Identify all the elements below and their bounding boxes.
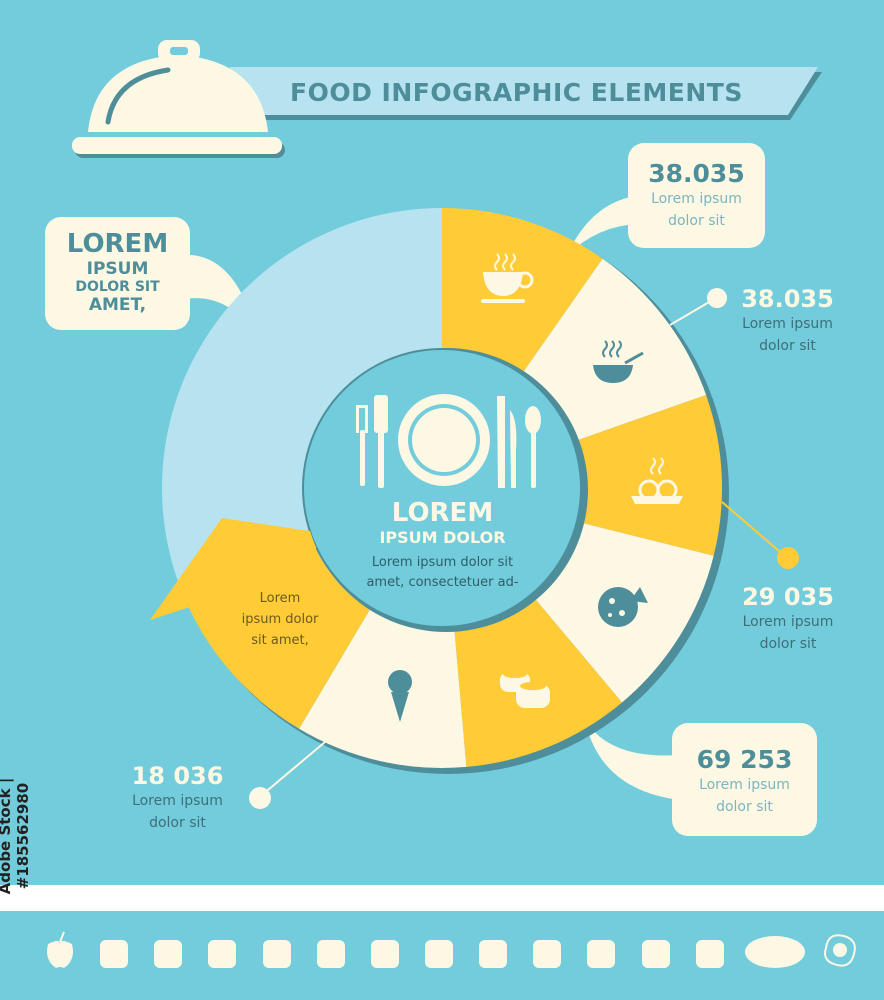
- divider-band: [0, 885, 884, 911]
- arrow-text-3: sit amet,: [251, 633, 309, 648]
- stat-3-dot: [777, 547, 799, 569]
- left-bubble-line3: DOLOR SIT: [75, 279, 160, 295]
- stat-4-value: 69 253: [696, 745, 793, 774]
- stat-4-bubble: 69 253 Lorem ipsum dolor sit: [672, 723, 817, 836]
- stat-5-line1: Lorem ipsum: [132, 793, 223, 809]
- left-bubble-line4: AMET,: [88, 295, 147, 315]
- stat-1-line2: dolor sit: [668, 213, 725, 229]
- stat-5-dot: [249, 787, 271, 809]
- watermark: Adobe Stock | #185562980: [0, 778, 32, 895]
- pasta-icon: [631, 457, 683, 504]
- stat-3-connector: [721, 501, 788, 559]
- plate-cutlery-icon: [356, 394, 541, 488]
- cake-slice-icon: [94, 930, 134, 970]
- page-title: FOOD INFOGRAPHIC ELEMENTS: [290, 78, 743, 107]
- arrow-head: [150, 518, 350, 620]
- stat-2-value: 38.035: [741, 285, 834, 313]
- arrow-text-1: Lorem: [259, 591, 301, 606]
- ring-segment-2: [522, 258, 707, 442]
- center-text-2: amet, consectetuer ad-: [366, 575, 519, 590]
- stat-5: 18 036 Lorem ipsum dolor sit: [115, 762, 240, 834]
- stat-1-value: 38.035: [648, 159, 745, 188]
- fried-egg-icon: [820, 930, 860, 970]
- ring-segment-3: [574, 394, 722, 556]
- tomato-icon: [202, 930, 242, 970]
- soup-spoon-icon: [690, 930, 730, 970]
- ring-segment-5: [454, 595, 622, 767]
- arrow-text-2: ipsum dolor: [241, 612, 319, 627]
- stat-3-value: 29 035: [742, 583, 834, 611]
- roll-icon: [636, 930, 676, 970]
- stat-5-value: 18 036: [131, 762, 224, 790]
- left-bubble-line1: LOREM: [66, 229, 169, 259]
- arrow-text: Lorem ipsum dolor sit amet,: [225, 588, 335, 651]
- left-bubble-line2: IPSUM: [86, 259, 149, 279]
- soup-bowl-icon: [593, 340, 644, 383]
- sushi-icon: [500, 670, 550, 708]
- stat-4-line2: dolor sit: [716, 799, 773, 815]
- center-block: LOREM IPSUM DOLOR Lorem ipsum dolor sit …: [330, 498, 555, 593]
- stat-2-line2: dolor sit: [759, 338, 816, 354]
- stat-3: 29 035 Lorem ipsum dolor sit: [728, 583, 848, 655]
- stat-2-line1: Lorem ipsum: [742, 316, 833, 332]
- burger-icon: [148, 930, 188, 970]
- stat-3-line2: dolor sit: [759, 636, 817, 652]
- apple-icon: [40, 930, 80, 970]
- center-title: LOREM: [391, 498, 494, 528]
- left-bubble-tail: [180, 254, 257, 335]
- food-ring: [150, 208, 729, 774]
- stat-4-line1: Lorem ipsum: [699, 777, 790, 793]
- pot-icon: [365, 930, 405, 970]
- ring-segment-6: [299, 608, 467, 769]
- center-text-1: Lorem ipsum dolor sit: [371, 555, 514, 570]
- kettle-icon: [473, 930, 513, 970]
- pizza-icon: [598, 587, 648, 627]
- title-banner: [230, 67, 818, 115]
- sausage-icon: [419, 930, 459, 970]
- stat-2-dot: [707, 288, 727, 308]
- stat-5-connector: [261, 741, 326, 796]
- bread-icon: [744, 930, 806, 970]
- cheese-icon: [527, 930, 567, 970]
- stat-1-line1: Lorem ipsum: [651, 191, 742, 207]
- ring-segment-1: [442, 208, 603, 374]
- ice-cream-icon: [388, 670, 412, 722]
- croissant-icon: [581, 930, 621, 970]
- stat-5-line2: dolor sit: [149, 815, 206, 831]
- stat-4-bubble-tail: [585, 720, 680, 800]
- ring-segment-light-blue: [162, 208, 442, 584]
- cloche-icon: [72, 40, 285, 158]
- birthday-cake-icon: [257, 930, 297, 970]
- stat-2: 38.035 Lorem ipsum dolor sit: [730, 285, 845, 357]
- left-bubble: LOREM IPSUM DOLOR SIT AMET,: [45, 217, 190, 330]
- center-subtitle: IPSUM DOLOR: [379, 528, 506, 547]
- peas-icon: [311, 930, 351, 970]
- stat-3-line1: Lorem ipsum: [742, 614, 834, 630]
- bottom-icon-row: [40, 930, 860, 970]
- ring-segment-7: [178, 535, 371, 729]
- stat-1-bubble: 38.035 Lorem ipsum dolor sit: [628, 143, 765, 248]
- coffee-cup-icon: [481, 253, 534, 303]
